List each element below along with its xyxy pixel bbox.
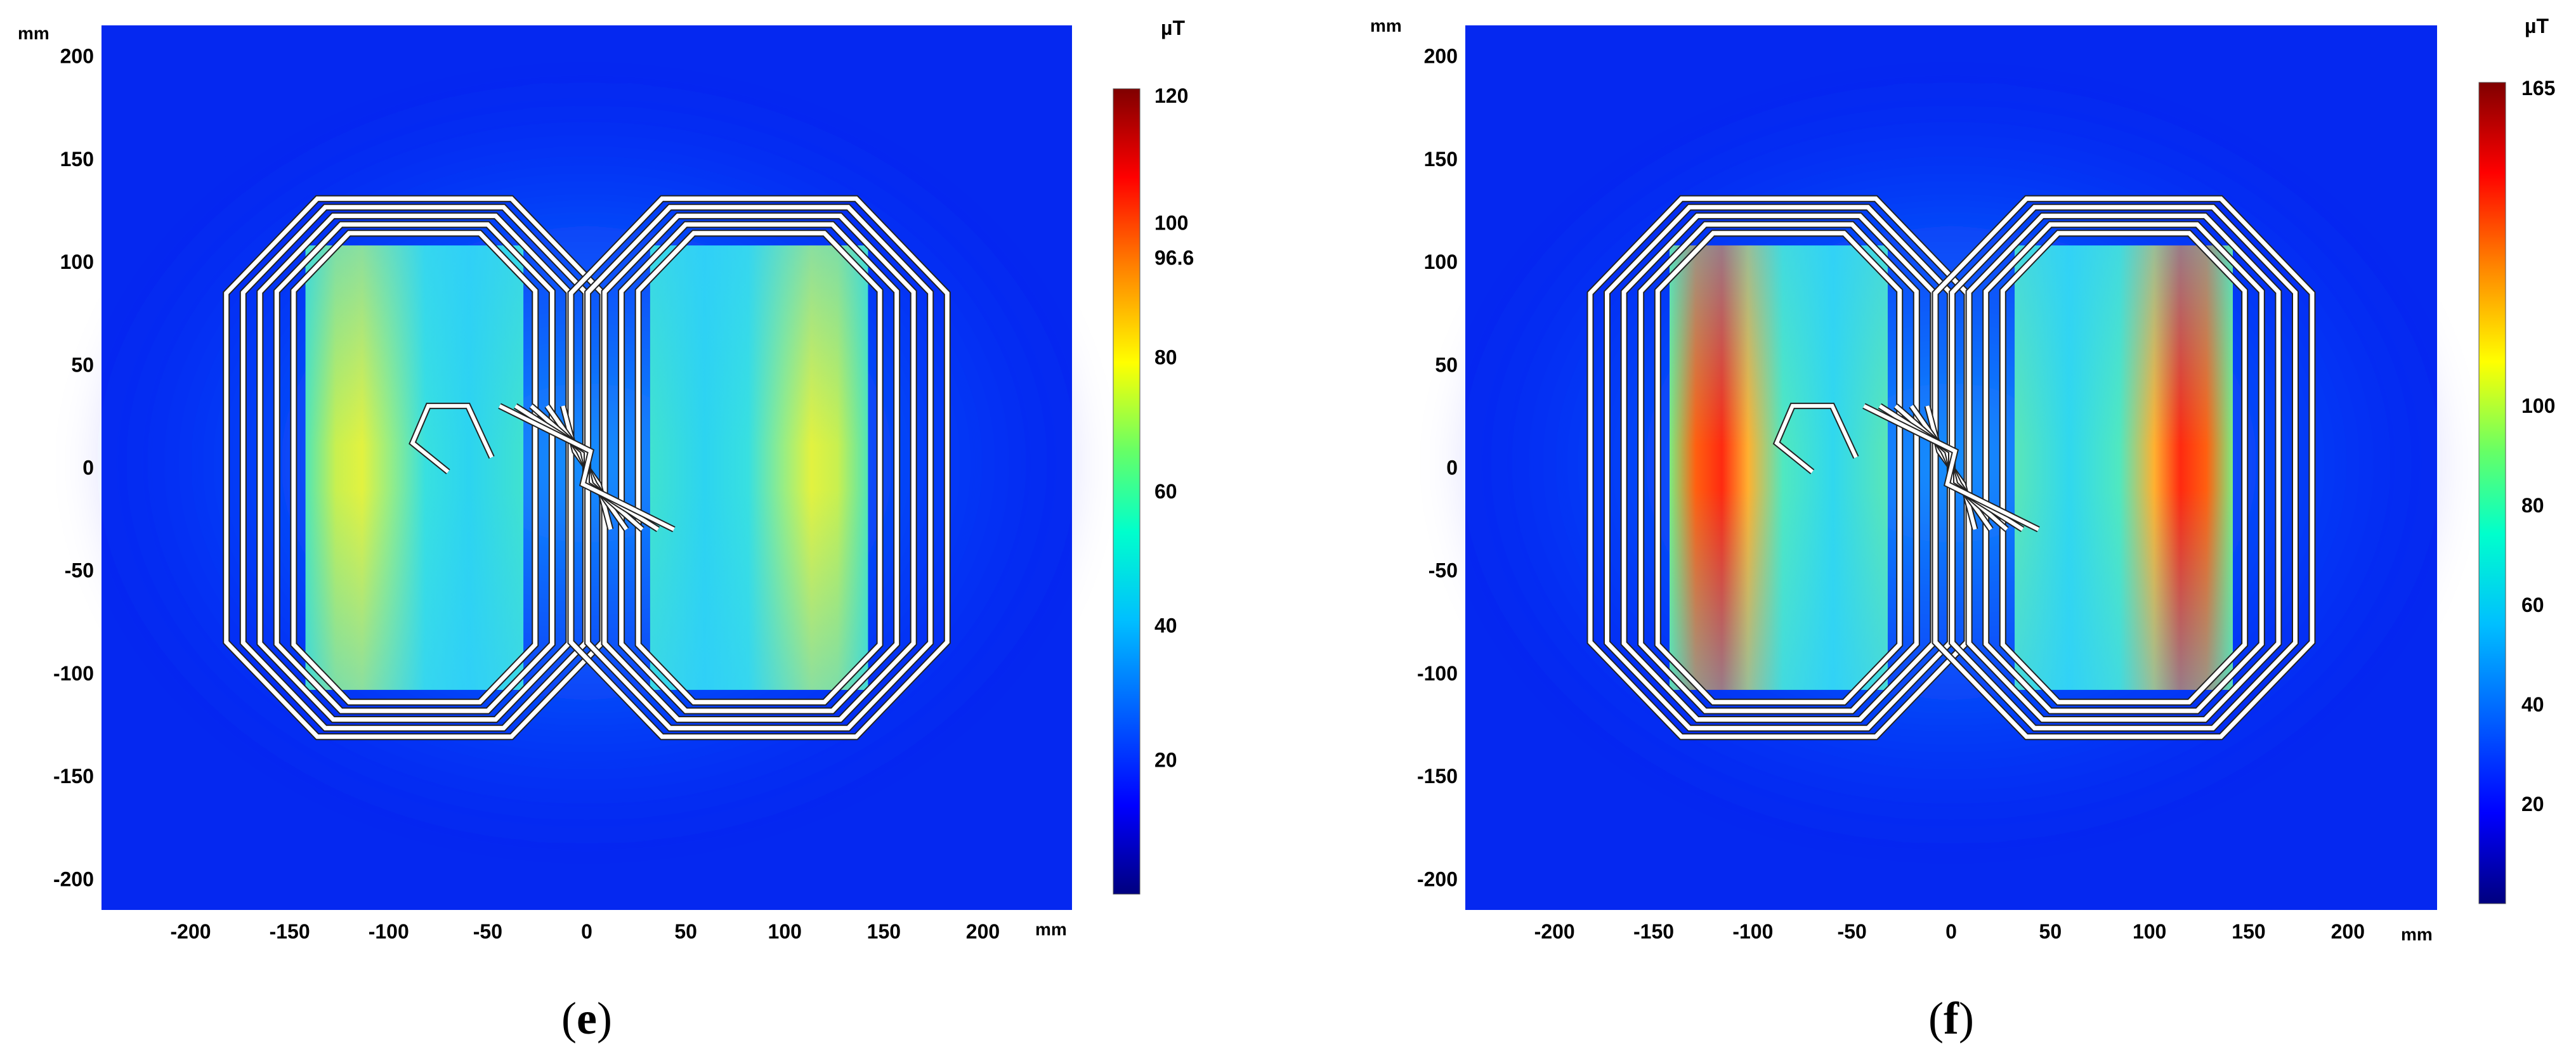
- colorbar-tick-label: 20: [1154, 748, 1177, 771]
- y-tick-label: -200: [53, 867, 94, 890]
- crossover-e-4: [499, 404, 675, 531]
- coil-turn-e-0-1: [274, 222, 554, 713]
- y-tick-label: 150: [60, 148, 94, 171]
- coil-turn-f-1-1: [1984, 222, 2264, 713]
- x-tick-label: -100: [1732, 920, 1773, 943]
- coil-turn-f-1-3: [1950, 205, 2298, 731]
- x-tick-label: -200: [170, 920, 211, 943]
- colorbar-ticks-e: 20 40 60 80 100: [1154, 212, 1188, 772]
- field-fade-e-0: [305, 245, 524, 690]
- terminal-e: [410, 404, 494, 474]
- y-tick-label: 0: [82, 457, 94, 479]
- y-tick-label: -150: [53, 765, 94, 788]
- colorbar-max-e: 120: [1154, 84, 1188, 107]
- colorbar-marker-e: 96.6: [1154, 247, 1194, 269]
- caption-e: (e): [561, 993, 612, 1044]
- colorbar-max-f: 165: [2521, 77, 2555, 100]
- x-tick-label: 100: [2133, 920, 2166, 943]
- y-tick-label: 50: [1435, 353, 1458, 376]
- coil-turn-f-0-3: [1605, 205, 1952, 731]
- y-tick-label: -200: [1417, 867, 1458, 890]
- x-tick-label: 150: [867, 920, 901, 943]
- coil-turn-e-1-2: [602, 213, 916, 722]
- y-tick-label: 100: [1424, 250, 1458, 273]
- y-ticks-e: 200 150 100 50 0 -50 -100 -150 -200: [53, 45, 94, 891]
- coil-turn-f-1-2: [1966, 213, 2281, 722]
- coil-turn-f-0-1: [1638, 222, 1919, 713]
- x-tick-label: -150: [270, 920, 310, 943]
- y-tick-label: 0: [1446, 457, 1458, 479]
- x-tick-label: 200: [2331, 920, 2365, 943]
- coil-turn-e-1-4: [568, 196, 950, 739]
- coil-turn-e-1-3: [585, 205, 933, 731]
- x-tick-label: -200: [1534, 920, 1575, 943]
- x-tick-label: 0: [1945, 920, 1957, 943]
- x-tick-label: -50: [1838, 920, 1867, 943]
- colorbar-tick-label: 80: [2521, 494, 2544, 517]
- x-unit-f: mm: [2401, 925, 2433, 944]
- colorbar-tick-label: 80: [1154, 346, 1177, 368]
- coil-turn-e-1-1: [619, 222, 899, 713]
- colorbar-tick-label: 40: [2521, 693, 2544, 716]
- colorbar-unit-f: µT: [2525, 15, 2549, 37]
- coil-group-f: [1586, 195, 2316, 741]
- colorbar-tick-label: 60: [2521, 594, 2544, 616]
- colorbar-tick-label: 100: [2521, 394, 2555, 417]
- x-tick-label: -100: [369, 920, 409, 943]
- coil-turn-e-0-4: [224, 196, 605, 739]
- field-fade-f-1: [2015, 245, 2233, 690]
- coil-turn-f-0-0: [1655, 231, 1902, 705]
- colorbar-e: [1113, 88, 1141, 895]
- colorbar-tick-label: 20: [2521, 793, 2544, 815]
- coil-turn-e-0-0: [291, 231, 538, 705]
- x-tick-label: 100: [768, 920, 802, 943]
- y-unit-f: mm: [1370, 16, 1402, 36]
- coil-turn-f-1-4: [1933, 196, 2315, 739]
- y-tick-label: 200: [60, 45, 94, 68]
- x-unit-e: mm: [1035, 919, 1067, 939]
- x-tick-label: 200: [966, 920, 1000, 943]
- coil-turn-e-1-0: [636, 231, 882, 705]
- x-ticks-f: -200 -150 -100 -50 0 50 100 150 200: [1534, 920, 2365, 943]
- x-tick-label: 150: [2232, 920, 2265, 943]
- y-ticks-f: 200 150 100 50 0 -50 -100 -150 -200: [1417, 45, 1458, 891]
- colorbar-unit-e: µT: [1161, 16, 1185, 39]
- y-tick-label: 100: [60, 250, 94, 273]
- colorbar-tick-label: 40: [1154, 614, 1177, 637]
- y-tick-label: -50: [1429, 559, 1458, 582]
- field-fade-f-0: [1670, 245, 1888, 690]
- coil-turn-e-0-3: [240, 205, 588, 731]
- panel-f: -200 -150 -100 -50 0 50 100 150 200 200 150 100 50 0…: [1370, 15, 2555, 1044]
- colorbar-tick-label: 60: [1154, 480, 1177, 503]
- caption-f: (f): [1928, 993, 1974, 1044]
- y-tick-label: 200: [1424, 45, 1458, 68]
- y-tick-label: 50: [71, 353, 94, 376]
- terminal-f: [1774, 404, 1858, 474]
- coil-turn-e-0-2: [258, 213, 572, 722]
- coil-turn-f-1-0: [2000, 231, 2247, 705]
- coil-turn-f-0-4: [1588, 196, 1970, 739]
- y-unit-e: mm: [18, 23, 49, 43]
- x-tick-label: -50: [473, 920, 502, 943]
- x-tick-label: 50: [674, 920, 697, 943]
- panel-e: -200 -150 -100 -50 0 50 100 150 200 200 150 100 50 0…: [18, 16, 1194, 1044]
- y-tick-label: -50: [65, 559, 94, 582]
- y-tick-label: 150: [1424, 148, 1458, 171]
- x-ticks-e: -200 -150 -100 -50 0 50 100 150 200: [170, 920, 1000, 943]
- x-tick-label: 50: [2039, 920, 2062, 943]
- y-tick-label: -150: [1417, 765, 1458, 788]
- y-tick-label: -100: [53, 662, 94, 685]
- crossover-f-4: [1863, 404, 2039, 531]
- x-tick-label: -150: [1633, 920, 1674, 943]
- colorbar-f: [2478, 82, 2506, 904]
- coil-turn-f-0-2: [1621, 213, 1936, 722]
- colorbar-tick-label: 100: [1154, 212, 1188, 235]
- x-tick-label: 0: [581, 920, 592, 943]
- y-tick-label: -100: [1417, 662, 1458, 685]
- colorbar-ticks-f: 20 40 60 80 100: [2521, 394, 2555, 815]
- coil-group-e: [223, 195, 951, 741]
- field-fade-e-1: [650, 245, 868, 690]
